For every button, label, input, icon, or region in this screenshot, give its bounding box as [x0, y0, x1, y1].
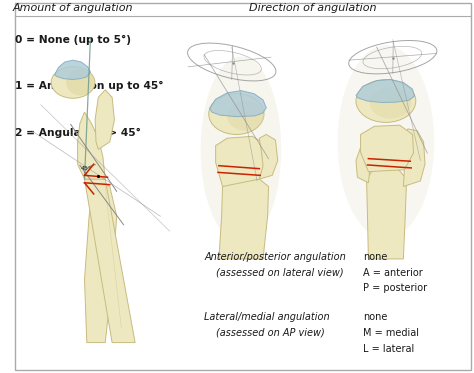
Text: A = anterior: A = anterior [363, 268, 423, 278]
Text: 45°: 45° [81, 166, 92, 171]
Polygon shape [78, 112, 105, 179]
Ellipse shape [209, 94, 264, 135]
Text: 1 = Angulation up to 45°: 1 = Angulation up to 45° [16, 81, 164, 91]
Text: none: none [363, 312, 387, 322]
Ellipse shape [201, 56, 281, 242]
Polygon shape [356, 79, 414, 103]
Polygon shape [216, 137, 266, 186]
Text: 0 = None (up to 5°): 0 = None (up to 5°) [16, 35, 131, 45]
FancyBboxPatch shape [16, 3, 471, 370]
Polygon shape [259, 135, 278, 179]
Polygon shape [356, 144, 372, 183]
Text: L = lateral: L = lateral [363, 344, 414, 354]
Text: Lateral/medial angulation: Lateral/medial angulation [204, 312, 330, 322]
Text: Amount of angulation: Amount of angulation [13, 3, 133, 13]
Polygon shape [95, 90, 114, 149]
Text: (assessed on AP view): (assessed on AP view) [216, 328, 324, 338]
Polygon shape [219, 179, 269, 259]
Text: P = posterior: P = posterior [363, 283, 427, 293]
Ellipse shape [370, 87, 411, 119]
Text: Direction of angulation: Direction of angulation [248, 3, 376, 13]
Ellipse shape [227, 101, 264, 131]
Polygon shape [84, 179, 117, 342]
Ellipse shape [66, 69, 94, 95]
Text: M = medial: M = medial [363, 328, 419, 338]
Text: Anterior/posterior angulation: Anterior/posterior angulation [204, 252, 346, 262]
Polygon shape [366, 170, 407, 259]
Polygon shape [210, 91, 266, 117]
Polygon shape [361, 125, 413, 172]
Text: (assessed on lateral view): (assessed on lateral view) [216, 268, 343, 278]
Text: 2 = Angulation > 45°: 2 = Angulation > 45° [16, 128, 141, 138]
Polygon shape [55, 60, 91, 79]
Polygon shape [84, 179, 135, 342]
Ellipse shape [356, 80, 416, 122]
Ellipse shape [337, 45, 434, 238]
Polygon shape [403, 129, 425, 186]
Text: none: none [363, 252, 387, 262]
Ellipse shape [51, 67, 95, 98]
